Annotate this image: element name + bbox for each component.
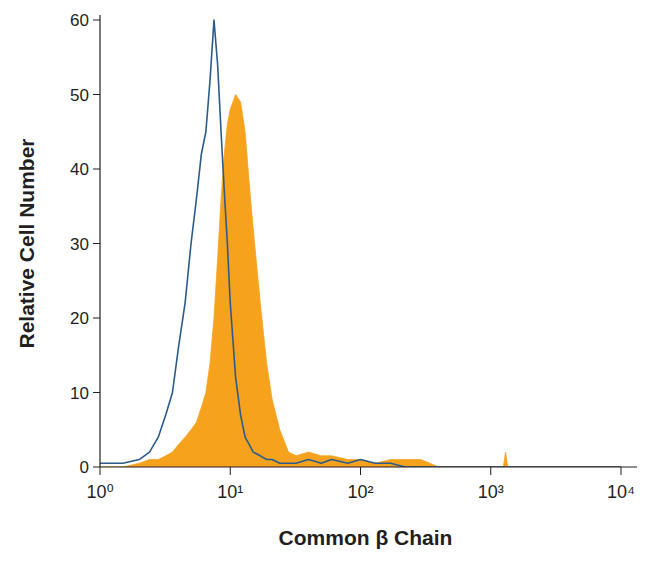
y-tick — [93, 467, 100, 468]
y-tick-label: 40 — [70, 160, 89, 179]
y-tick-label: 10 — [70, 384, 89, 403]
y-tick-label: 0 — [80, 458, 89, 477]
plot-area — [100, 20, 621, 467]
y-tick — [93, 94, 100, 95]
y-tick-label: 30 — [70, 235, 89, 254]
y-axis-label: Relative Cell Number — [15, 138, 38, 348]
x-tick-label: 10⁴ — [607, 482, 635, 502]
x-tick — [490, 467, 491, 475]
x-axis — [100, 466, 637, 467]
x-tick-label: 10¹ — [217, 482, 243, 502]
x-tick — [230, 467, 231, 475]
histogram-area — [100, 95, 621, 468]
x-tick-label: 10³ — [478, 482, 504, 502]
y-tick-label: 60 — [70, 11, 89, 30]
y-tick-label: 20 — [70, 309, 89, 328]
x-axis-label: Common β Chain — [279, 526, 453, 549]
x-tick — [360, 467, 361, 475]
y-tick — [93, 20, 100, 21]
y-tick — [93, 243, 100, 244]
chart: 0 10 20 30 40 50 60 10⁰ 10¹ 10² 10³ 10⁴ Common β Cha… — [0, 0, 650, 561]
y-tick-label: 50 — [70, 86, 89, 105]
y-tick — [93, 392, 100, 393]
y-tick — [93, 318, 100, 319]
x-tick — [621, 467, 622, 475]
x-tick — [100, 467, 101, 475]
x-tick-label: 10⁰ — [86, 482, 113, 502]
histogram-line — [100, 20, 621, 467]
x-tick-label: 10² — [347, 482, 373, 502]
y-tick — [93, 169, 100, 170]
y-axis — [99, 15, 100, 467]
